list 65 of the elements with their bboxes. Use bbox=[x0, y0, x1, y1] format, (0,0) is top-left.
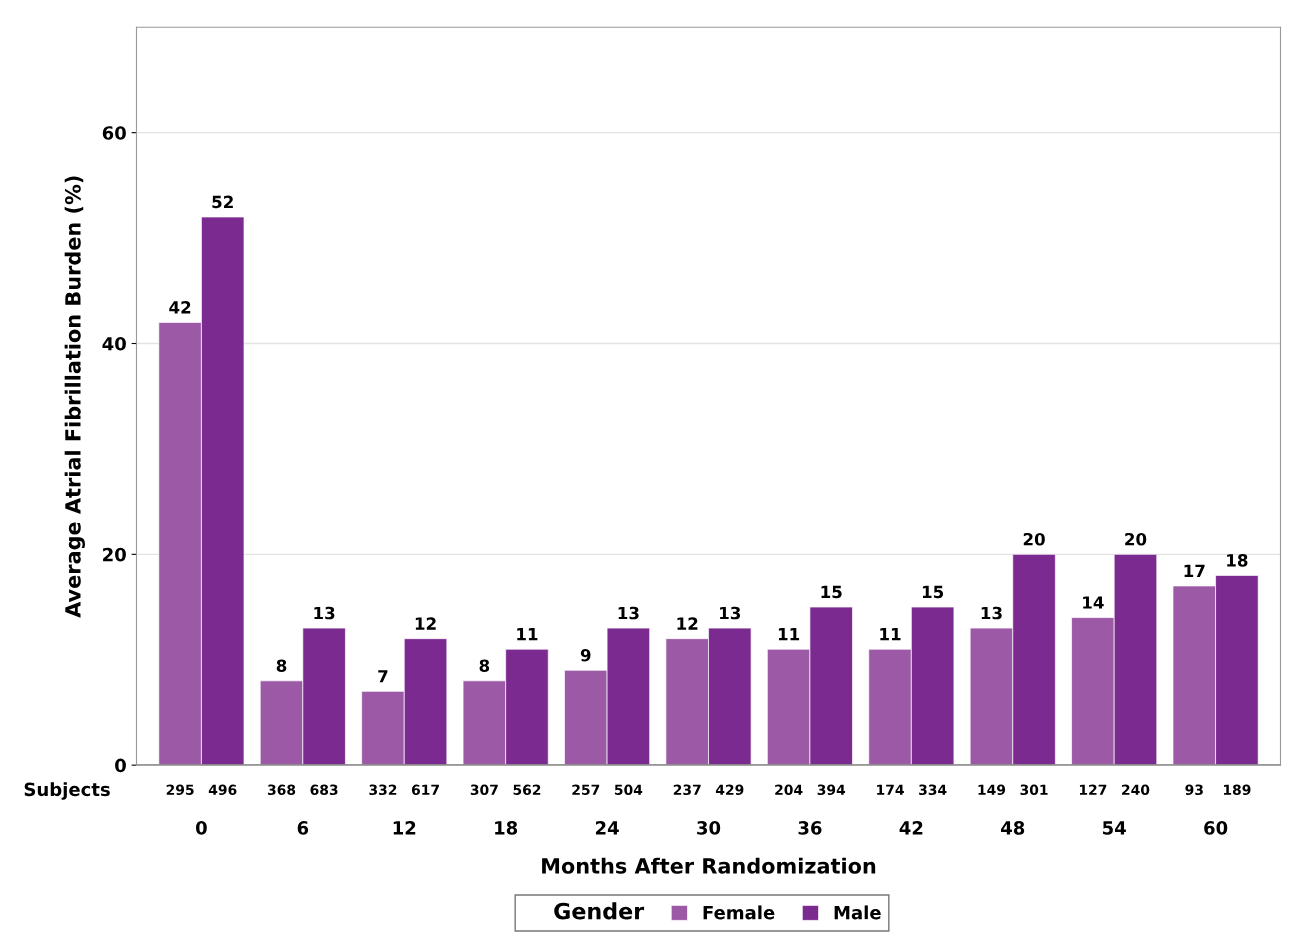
x-tick-label: 6 bbox=[297, 821, 309, 835]
x-tick-label: 48 bbox=[1001, 821, 1025, 835]
text: 295 bbox=[166, 784, 194, 796]
y-tick-label: 60 bbox=[102, 126, 126, 140]
data-label: 11 bbox=[517, 628, 538, 641]
data-label: 15 bbox=[821, 585, 842, 599]
data-label: 8 bbox=[276, 659, 287, 673]
text: 429 bbox=[715, 784, 744, 796]
text: 149 bbox=[978, 784, 1006, 796]
data-label: 9 bbox=[580, 648, 591, 662]
text: Subjects bbox=[24, 782, 110, 800]
y-tick-label: 20 bbox=[103, 547, 126, 562]
text: 240 bbox=[1122, 784, 1150, 796]
x-tick-label: 54 bbox=[1103, 821, 1126, 835]
data-label: 52 bbox=[212, 195, 233, 209]
text: 301 bbox=[1020, 784, 1048, 796]
text: 368 bbox=[267, 784, 296, 796]
text: 127 bbox=[1079, 784, 1107, 795]
text: 394 bbox=[817, 784, 846, 796]
data-label: 11 bbox=[880, 628, 901, 641]
x-tick-label: 0 bbox=[195, 821, 207, 835]
data-label: 13 bbox=[981, 606, 1002, 620]
text: 257 bbox=[572, 784, 600, 796]
text: 617 bbox=[411, 784, 439, 796]
x-tick-label: 18 bbox=[495, 821, 518, 835]
data-label: 12 bbox=[677, 617, 698, 630]
data-label: 13 bbox=[618, 606, 639, 620]
x-tick-label: 42 bbox=[899, 821, 923, 835]
y-tick-label: 40 bbox=[102, 336, 126, 351]
x-tick-label: 36 bbox=[798, 821, 822, 835]
data-label: 15 bbox=[922, 585, 944, 599]
data-label: 7 bbox=[378, 670, 388, 683]
text: 93 bbox=[1185, 784, 1203, 796]
data-label: 12 bbox=[415, 617, 436, 630]
text: 189 bbox=[1223, 784, 1251, 796]
y-tick-label: 0 bbox=[115, 758, 126, 773]
text: 504 bbox=[614, 784, 643, 796]
x-axis-title: Months After Randomization bbox=[542, 857, 876, 874]
data-label: 13 bbox=[314, 606, 335, 620]
x-tick-label: 60 bbox=[1204, 821, 1228, 835]
data-label: 13 bbox=[720, 606, 741, 620]
legend-title: Gender bbox=[554, 902, 645, 920]
data-label: 17 bbox=[1184, 564, 1205, 577]
text: 237 bbox=[673, 784, 701, 796]
x-tick-label: 12 bbox=[393, 821, 416, 835]
text: 332 bbox=[369, 784, 397, 796]
data-label: 42 bbox=[169, 301, 191, 314]
data-label: 20 bbox=[1125, 532, 1147, 546]
data-label: 14 bbox=[1083, 596, 1104, 609]
legend-label: Female bbox=[703, 905, 775, 920]
text: 683 bbox=[310, 784, 338, 796]
data-label: 11 bbox=[778, 628, 800, 641]
legend-label: Male bbox=[834, 905, 881, 920]
text: 174 bbox=[877, 784, 904, 795]
text: 496 bbox=[208, 784, 237, 796]
data-label: 18 bbox=[1227, 554, 1248, 567]
text: 204 bbox=[775, 784, 803, 796]
data-label: 8 bbox=[479, 659, 490, 673]
y-axis-title: Average Atrial Fibrillation Burden (%) bbox=[64, 176, 85, 618]
data-label: 20 bbox=[1023, 532, 1045, 546]
x-tick-label: 24 bbox=[595, 821, 619, 835]
text: 307 bbox=[470, 784, 498, 796]
x-tick-label: 30 bbox=[697, 821, 721, 835]
text: 562 bbox=[513, 784, 541, 796]
text: 334 bbox=[919, 784, 947, 796]
